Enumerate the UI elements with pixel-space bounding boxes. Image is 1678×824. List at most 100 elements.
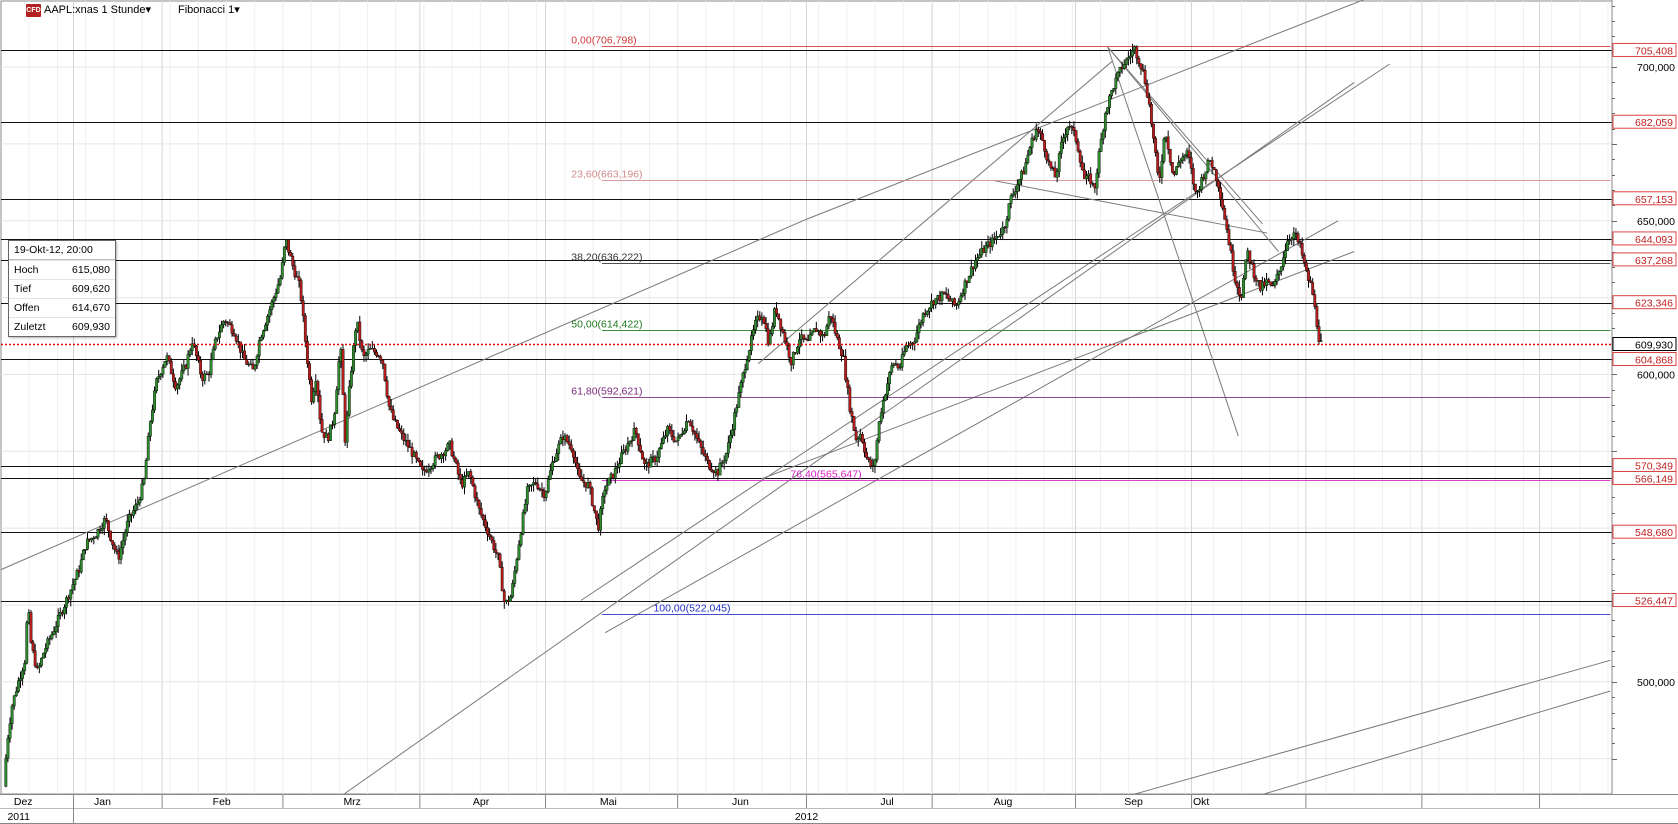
candle-up xyxy=(682,430,686,434)
candle-up xyxy=(257,340,261,357)
candle-up xyxy=(23,662,27,671)
candle-up xyxy=(613,467,617,479)
candle-down xyxy=(299,280,303,301)
candle-up xyxy=(96,529,100,538)
candle-down xyxy=(693,431,697,434)
candle-down xyxy=(291,255,295,266)
candle-down xyxy=(1135,46,1139,59)
candle-up xyxy=(724,453,728,461)
candle-down xyxy=(484,519,487,528)
candle-down xyxy=(475,497,479,501)
symbol-selector[interactable]: AAPL:xnas 1 Stunde▾ xyxy=(44,4,152,16)
candle-up xyxy=(266,316,270,326)
candle-down xyxy=(1047,159,1051,162)
candle-down xyxy=(109,530,112,541)
candle-down xyxy=(318,395,322,420)
candle-up xyxy=(151,409,154,422)
candle-up xyxy=(904,345,908,352)
candle-up xyxy=(1028,147,1032,156)
candle-up xyxy=(559,437,563,445)
candle-up xyxy=(959,295,963,302)
candle-down xyxy=(785,341,789,346)
candle-up xyxy=(1129,55,1132,58)
candle-down xyxy=(708,460,711,470)
candle-up xyxy=(620,452,623,464)
candle-down xyxy=(536,483,540,489)
candle-up xyxy=(1244,259,1248,279)
candle-down xyxy=(199,360,203,375)
candle-up xyxy=(925,311,929,315)
candle-up xyxy=(163,361,167,368)
candle-up xyxy=(871,465,875,467)
ohlc-info-box[interactable]: 19-Okt-12, 20:00 Hoch 615,080 Tief 609,620… xyxy=(8,240,116,337)
infobox-row-open: Offen 614,670 xyxy=(9,298,115,317)
candle-up xyxy=(1097,151,1101,174)
candle-up xyxy=(148,421,152,437)
level-price-tag xyxy=(1612,351,1677,366)
candle-down xyxy=(297,276,301,281)
candle-up xyxy=(551,461,554,471)
candle-up xyxy=(94,536,98,539)
candle-up xyxy=(159,373,163,377)
candle-up xyxy=(1275,274,1279,282)
candle-up xyxy=(886,383,889,396)
candle-down xyxy=(492,539,496,551)
candle-up xyxy=(557,443,561,454)
candle-down xyxy=(1210,160,1214,168)
indicator-selector[interactable]: Fibonacci 1▾ xyxy=(178,4,240,16)
candle-down xyxy=(195,345,198,357)
candle-down xyxy=(775,308,778,315)
candle-up xyxy=(676,436,680,441)
candle-down xyxy=(1147,97,1151,105)
candle-down xyxy=(833,322,837,334)
candle-up xyxy=(1005,219,1009,228)
candle-down xyxy=(1041,133,1044,141)
candle-up xyxy=(157,376,161,379)
candle-up xyxy=(220,324,223,333)
candle-down xyxy=(245,359,249,365)
candle-up xyxy=(1177,162,1181,167)
candle-up xyxy=(132,510,135,516)
candle-down xyxy=(450,440,454,457)
trend-line xyxy=(343,82,1355,795)
candle-down xyxy=(1137,58,1141,64)
candle-up xyxy=(215,337,219,340)
level-price-tag xyxy=(1612,593,1677,608)
candle-down xyxy=(320,419,324,433)
candle-up xyxy=(798,339,801,348)
candle-down xyxy=(406,440,410,448)
candle-up xyxy=(1122,64,1126,69)
candle-down xyxy=(1250,262,1254,265)
candle-up xyxy=(73,579,77,585)
candle-up xyxy=(525,486,529,505)
candle-up xyxy=(1103,113,1107,132)
candle-up xyxy=(1319,340,1323,342)
candle-down xyxy=(306,341,309,364)
candle-down xyxy=(1217,180,1220,188)
candle-up xyxy=(511,583,515,597)
candle-up xyxy=(46,638,50,649)
candle-up xyxy=(75,570,79,580)
candle-up xyxy=(664,435,667,438)
candle-down xyxy=(387,396,391,407)
candle-down xyxy=(835,333,839,338)
candle-up xyxy=(990,237,994,248)
candle-down xyxy=(1309,280,1312,283)
candle-up xyxy=(1013,191,1017,195)
level-price-tag xyxy=(1612,42,1677,57)
candle-down xyxy=(829,316,833,319)
candle-up xyxy=(940,291,944,301)
candle-up xyxy=(900,354,904,368)
candle-up xyxy=(726,442,730,454)
candle-down xyxy=(1313,294,1317,307)
candle-down xyxy=(1307,270,1310,281)
price-tick-label: 500,000 xyxy=(1637,677,1675,689)
candle-up xyxy=(731,429,734,436)
month-label: Dez xyxy=(14,796,33,808)
candle-up xyxy=(100,528,104,531)
candle-down xyxy=(534,482,538,485)
candle-down xyxy=(377,355,381,357)
candle-down xyxy=(500,566,504,592)
